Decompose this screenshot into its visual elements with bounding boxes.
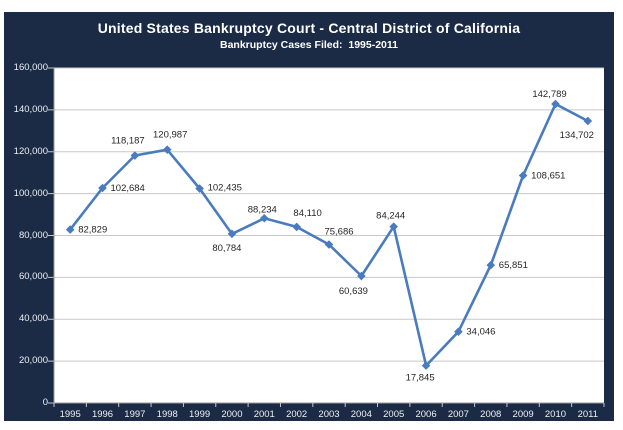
y-axis-label: 100,000: [13, 187, 48, 199]
data-point-marker: [551, 99, 560, 109]
y-axis-label: 80,000: [18, 229, 48, 241]
x-axis-label: 2005: [383, 409, 405, 420]
y-axis-label: 160,000: [13, 62, 48, 73]
data-label: 75,686: [324, 227, 353, 238]
data-point-marker: [292, 222, 301, 232]
data-point-marker: [518, 171, 528, 180]
data-point-marker: [227, 229, 237, 239]
x-axis-label: 1997: [124, 409, 146, 420]
data-point-marker: [421, 361, 431, 370]
data-label: 60,639: [339, 286, 368, 297]
data-label: 82,829: [78, 225, 107, 236]
y-axis-label: 140,000: [13, 103, 48, 115]
data-point-marker: [357, 271, 366, 281]
chart-panel: United States Bankruptcy Court - Central…: [4, 12, 614, 421]
data-label: 88,234: [248, 204, 277, 215]
data-point-marker: [486, 260, 496, 270]
data-point-marker: [389, 222, 399, 231]
data-label: 120,987: [153, 130, 187, 141]
x-axis-label: 1998: [156, 409, 178, 420]
data-label: 65,851: [499, 260, 528, 271]
x-axis-label: 2000: [221, 409, 243, 420]
y-axis-label: 20,000: [18, 355, 48, 367]
x-axis-label: 2004: [350, 409, 372, 420]
data-point-marker: [130, 151, 140, 160]
plot-area: 82,829 102,684 118,187 120,987 102,435 80,784…: [48, 67, 605, 407]
y-axis-label: 120,000: [13, 145, 48, 157]
data-label: 142,789: [532, 89, 566, 100]
data-label: 84,110: [293, 208, 321, 219]
data-label: 34,046: [466, 327, 495, 338]
y-axis-label: 40,000: [18, 313, 48, 325]
data-label: 118,187: [111, 136, 145, 147]
line-chart: 82,829 102,684 118,187 120,987 102,435 80,784…: [48, 67, 605, 407]
x-axis-label: 2001: [253, 409, 275, 420]
data-point-marker: [162, 145, 172, 154]
x-axis-label: 2002: [286, 409, 308, 420]
x-axis-label: 2006: [415, 409, 437, 420]
x-axis-label: 2010: [544, 409, 567, 420]
x-axis-label: 2011: [577, 409, 599, 420]
y-axis-label: 0: [42, 397, 48, 408]
data-point-marker: [324, 240, 334, 249]
data-label: 84,244: [376, 211, 405, 222]
x-axis-label: 1996: [91, 409, 114, 420]
data-point-marker: [259, 213, 269, 223]
x-axis-label: 2009: [512, 409, 534, 420]
data-point-marker: [65, 225, 75, 234]
data-label: 80,784: [212, 243, 241, 254]
x-axis-label: 2008: [480, 409, 502, 420]
x-axis-label: 1995: [59, 409, 81, 420]
x-axis-label: 2007: [447, 409, 469, 420]
data-label: 134,702: [560, 130, 594, 141]
data-point-marker: [583, 116, 593, 126]
data-label: 17,845: [406, 373, 435, 384]
data-label: 102,684: [111, 183, 145, 194]
x-axis-label: 1999: [189, 409, 211, 420]
data-label: 102,435: [208, 183, 242, 194]
chart-title: United States Bankruptcy Court - Central…: [97, 20, 521, 36]
data-label: 108,651: [531, 171, 565, 182]
y-axis-label: 60,000: [18, 271, 48, 283]
x-axis-label: 2003: [318, 409, 340, 420]
chart-subtitle: Bankruptcy Cases Filed: 1995-2011: [219, 39, 398, 51]
data-point-marker: [454, 327, 463, 337]
